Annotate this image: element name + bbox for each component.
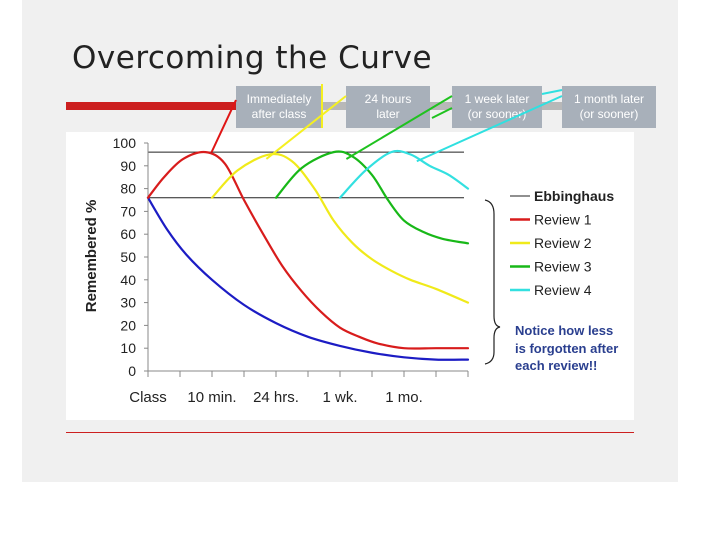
legend-brace <box>484 199 501 365</box>
note-line-1: Notice how less <box>515 323 613 338</box>
y-tick-label-80: 80 <box>120 181 136 197</box>
y-tick-label-60: 60 <box>120 226 136 242</box>
note-line-2: is forgotten after <box>515 341 618 356</box>
step-box-immediately: Immediately after class <box>236 86 322 128</box>
y-tick-label-90: 90 <box>120 158 136 174</box>
bottom-rule <box>66 432 634 433</box>
series-line-review-3 <box>274 150 470 245</box>
y-axis-label: Remembered % <box>83 200 100 313</box>
legend-label-ebbinghaus: Ebbinghaus <box>534 188 614 204</box>
title-accent-bar <box>66 102 244 110</box>
step-box-1-week: 1 week later (or sooner) <box>452 86 542 128</box>
y-tick-label-100: 100 <box>113 135 137 151</box>
legend-label-review-4: Review 4 <box>534 282 592 298</box>
series-line-review-2 <box>210 152 470 304</box>
connector-tail-1mo <box>541 89 563 95</box>
series-line-ebbinghaus <box>146 196 470 361</box>
x-tick-label-class: Class <box>129 389 167 406</box>
slide-title: Overcoming the Curve <box>72 40 433 76</box>
legend-label-review-2: Review 2 <box>534 235 592 251</box>
step-box-1-month: 1 month later (or sooner) <box>562 86 656 128</box>
y-tick-label-40: 40 <box>120 272 136 288</box>
review-connector-1 <box>210 99 237 153</box>
series-line-review-4 <box>338 149 470 199</box>
review-connector-2 <box>265 95 347 160</box>
legend-label-review-1: Review 1 <box>534 212 592 228</box>
note-line-3: each review!! <box>515 358 597 373</box>
title-gray-bar <box>244 102 656 110</box>
y-tick-label-30: 30 <box>120 295 136 311</box>
y-tick-label-0: 0 <box>128 363 136 379</box>
x-tick-label-1-mo-: 1 mo. <box>385 389 423 406</box>
review-connector-4 <box>416 95 563 163</box>
step-box-24-hours: 24 hours later <box>346 86 430 128</box>
y-tick-label-50: 50 <box>120 249 136 265</box>
y-tick-label-10: 10 <box>120 340 136 356</box>
x-tick-label-1-wk-: 1 wk. <box>322 389 357 406</box>
y-tick-label-70: 70 <box>120 203 136 219</box>
y-tick-label-20: 20 <box>120 317 136 333</box>
series-line-review-1 <box>146 150 470 350</box>
legend-label-review-3: Review 3 <box>534 259 592 275</box>
review-connector-3 <box>345 95 453 160</box>
connector-tail-1wk <box>431 107 453 119</box>
x-tick-label-10-min-: 10 min. <box>187 389 236 406</box>
x-tick-label-24-hrs-: 24 hrs. <box>253 389 299 406</box>
